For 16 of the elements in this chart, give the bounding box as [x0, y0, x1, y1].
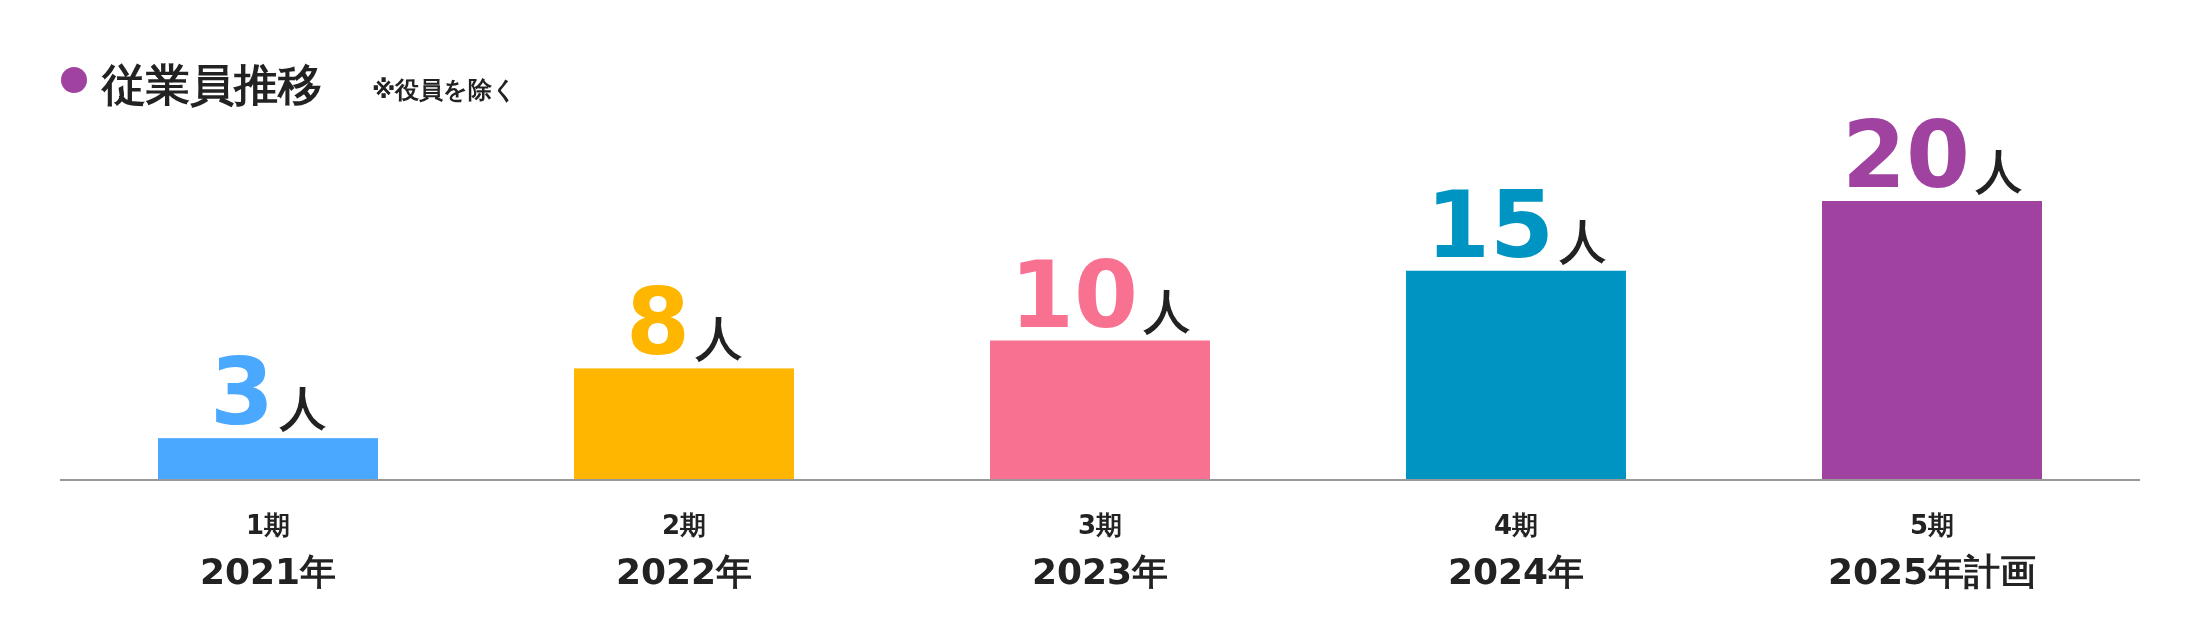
- data-label: 8人: [625, 269, 743, 377]
- data-label: 10人: [1009, 241, 1191, 349]
- x-tick-label: 3期 2023年: [1031, 510, 1169, 592]
- data-label: 20人: [1841, 102, 2023, 209]
- bar: [990, 340, 1210, 480]
- x-tick-label: 2期 2022年: [615, 510, 753, 592]
- bar: [1822, 201, 2042, 480]
- x-tick-label: 4期 2024年: [1447, 510, 1585, 592]
- data-label: 15人: [1425, 171, 1607, 279]
- chart-title: 従業員推移: [100, 59, 322, 110]
- bar: [1406, 270, 1626, 480]
- chart-subtitle: ※役員を除く: [372, 76, 518, 104]
- x-tick-label: 5期 2025年計画: [1827, 510, 2037, 592]
- bar: [574, 368, 794, 480]
- x-tick-label: 1期 2021年: [199, 510, 337, 592]
- bar: [158, 438, 378, 480]
